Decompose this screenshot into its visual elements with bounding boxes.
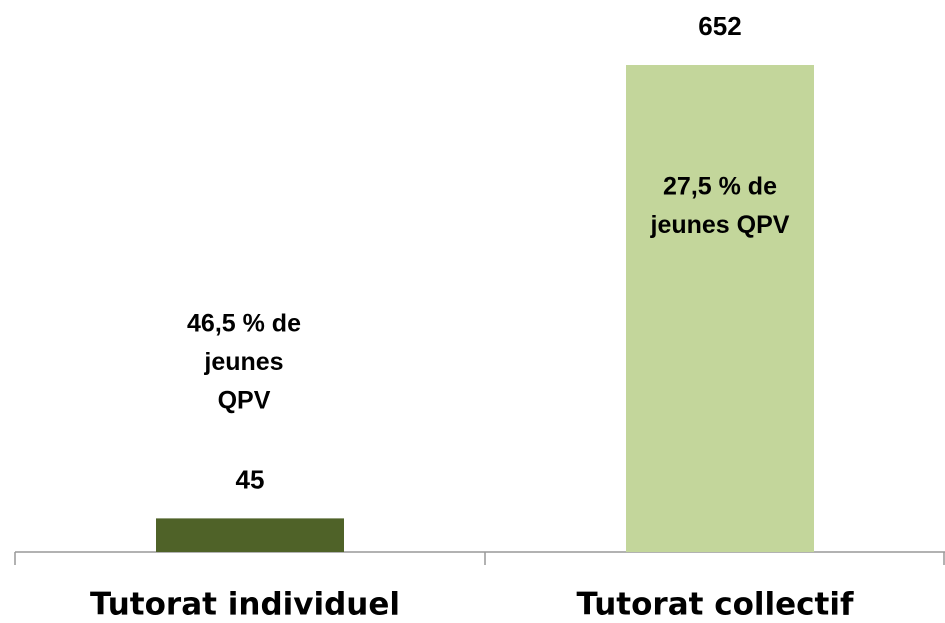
x-tick-label: Tutorat individuel [90,587,400,623]
bar [626,65,814,552]
annotation: QPV [218,387,271,415]
value-label: 45 [236,464,265,494]
x-tick-label: Tutorat collectif [576,587,854,623]
annotation: 46,5 % de [187,310,301,338]
annotation: jeunes [203,348,283,376]
bar [156,518,344,552]
annotation: jeunes QPV [650,211,790,239]
value-label: 652 [698,11,741,41]
annotation: 27,5 % de [663,173,777,201]
